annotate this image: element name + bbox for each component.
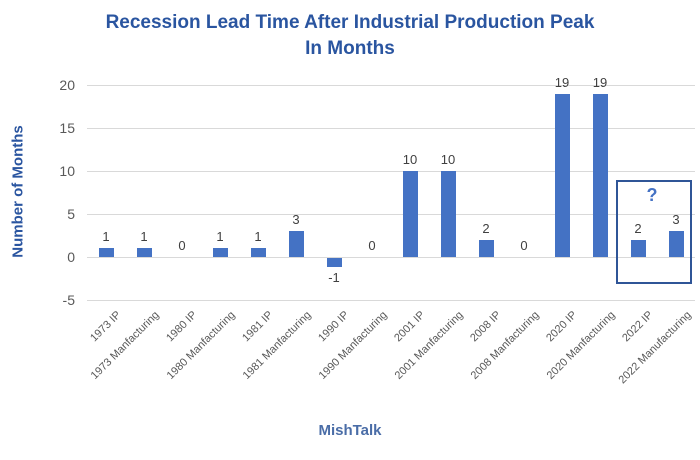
x-category-label: 2008 Manfacturing — [468, 309, 542, 382]
bar-value-label: 10 — [402, 152, 418, 167]
bar-value-label: 19 — [554, 74, 570, 90]
bar-value-label: 1 — [216, 229, 224, 245]
gridline — [87, 257, 695, 258]
y-tick-label: 5 — [67, 206, 75, 222]
x-category-label: 2022 Manufacturing — [616, 309, 694, 387]
x-category-label: 1980 Manfacturing — [164, 309, 238, 382]
x-category-label: 2001 Manfacturing — [392, 309, 466, 382]
footer-brand: MishTalk — [318, 422, 382, 439]
x-category-label: 2008 IP — [468, 309, 504, 345]
bar-value-label: 1 — [102, 229, 110, 245]
bar-value-label: -1 — [328, 269, 340, 285]
bar-1981-manfacturing — [288, 231, 304, 257]
bar-value-label: 19 — [592, 74, 608, 90]
bar-value-label: 1 — [254, 229, 262, 245]
bar-value-label: 3 — [292, 212, 300, 228]
x-category-label: 2020 Manfacturing — [544, 309, 618, 382]
bar-2022-ip — [630, 239, 646, 257]
chart-title-line1: Recession Lead Time After Industrial Pro… — [105, 12, 595, 33]
bar-2008-ip — [478, 239, 494, 257]
x-category-label: 1980 IP — [164, 309, 200, 345]
x-category-label: 1990 IP — [316, 309, 352, 345]
bar-2022-manufacturing — [668, 231, 684, 257]
y-tick-label: -5 — [62, 292, 75, 308]
x-category-label: 2001 IP — [392, 309, 428, 345]
y-tick-label: 0 — [67, 249, 75, 265]
bar-1973-ip — [98, 248, 114, 257]
x-category-label: 1973 Manfacturing — [88, 309, 162, 382]
y-tick-label: 15 — [59, 120, 75, 136]
bar-value-label: 2 — [634, 220, 642, 236]
x-category-label: 2020 IP — [544, 309, 580, 345]
bar-value-label: 0 — [178, 238, 186, 253]
chart-title: Recession Lead Time After Industrial Pro… — [0, 10, 700, 62]
chart-title-line2: In Months — [305, 38, 395, 59]
bar-1980-manfacturing — [212, 248, 228, 257]
x-category-label: 1981 Manfacturing — [240, 309, 314, 382]
bar-value-label: 1 — [140, 229, 148, 245]
y-tick-label: 10 — [59, 163, 75, 179]
question-mark-annotation: ? — [646, 185, 658, 205]
x-category-label: 1990 Manfacturing — [316, 309, 390, 382]
x-category-label: 2022 IP — [620, 309, 656, 345]
y-tick-label: 20 — [59, 77, 75, 93]
bar-1990-ip — [326, 258, 342, 267]
bar-1973-manfacturing — [136, 248, 152, 257]
highlight-box — [616, 180, 692, 284]
bar-2001-ip — [402, 171, 418, 257]
gridline — [87, 85, 695, 86]
gridline — [87, 214, 695, 215]
bar-1981-ip — [250, 248, 266, 257]
bar-value-label: 2 — [482, 220, 490, 236]
bar-2020-ip — [554, 93, 570, 257]
gridline — [87, 300, 695, 301]
bar-2020-manfacturing — [592, 93, 608, 257]
x-category-label: 1981 IP — [240, 309, 276, 345]
x-category-label: 1973 IP — [88, 309, 124, 345]
gridline — [87, 171, 695, 172]
bar-value-label: 10 — [440, 152, 456, 167]
bar-2001-manfacturing — [440, 171, 456, 257]
gridline — [87, 128, 695, 129]
bar-value-label: 0 — [368, 238, 376, 253]
bar-value-label: 0 — [520, 238, 528, 253]
bar-value-label: 3 — [672, 212, 680, 228]
